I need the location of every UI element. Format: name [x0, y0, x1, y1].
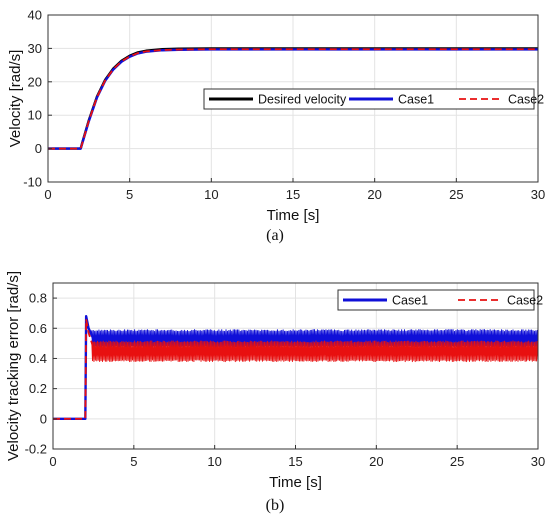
legend-box	[337, 289, 535, 311]
y-tick-label: 0.8	[29, 291, 47, 306]
y-tick-label: -0.2	[25, 442, 47, 457]
y-tick-label: 0	[40, 411, 47, 426]
legend-label: Case2	[507, 294, 543, 308]
legend-label: Desired velocity	[258, 93, 347, 107]
x-tick-label: 10	[204, 187, 218, 202]
series-line-case1	[53, 315, 538, 421]
x-tick-label: 20	[367, 187, 381, 202]
x-tick-label: 5	[126, 187, 133, 202]
x-tick-label: 10	[207, 454, 221, 469]
y-tick-label: -10	[23, 175, 42, 190]
y-tick-label: 0.2	[29, 381, 47, 396]
x-tick-label: 0	[49, 454, 56, 469]
y-tick-label: 10	[28, 108, 42, 123]
legend-label: Case1	[398, 93, 434, 107]
y-axis-title: Velocity tracking error [rad/s]	[5, 271, 22, 461]
x-tick-label: 25	[449, 187, 463, 202]
panel-label: (a)	[266, 227, 284, 244]
y-tick-label: 30	[28, 41, 42, 56]
x-tick-label: 30	[531, 454, 545, 469]
x-axis-title: Time [s]	[267, 207, 320, 224]
x-tick-label: 15	[288, 454, 302, 469]
y-tick-label: 0.4	[29, 351, 47, 366]
legend-label: Case2	[508, 93, 544, 107]
series-line-case2	[48, 48, 538, 150]
x-tick-label: 0	[44, 187, 51, 202]
legend-label: Case1	[392, 294, 428, 308]
panel-label: (b)	[266, 497, 285, 514]
x-tick-label: 20	[369, 454, 383, 469]
x-tick-label: 25	[450, 454, 464, 469]
x-tick-label: 5	[130, 454, 137, 469]
y-tick-label: 0.6	[29, 321, 47, 336]
series-group	[53, 315, 538, 421]
series-case2-oscillation	[91, 340, 538, 363]
series-line-case2	[53, 318, 538, 420]
y-tick-label: 20	[28, 74, 42, 89]
y-axis-title: Velocity [rad/s]	[7, 50, 24, 148]
x-tick-label: 15	[286, 187, 300, 202]
y-tick-label: 0	[35, 141, 42, 156]
series-group	[48, 47, 538, 150]
legend: Desired velocity Case1 Case2	[203, 88, 544, 110]
y-tick-label: 40	[28, 8, 42, 23]
x-tick-label: 30	[531, 187, 545, 202]
x-axis-title: Time [s]	[269, 474, 322, 491]
legend: Case1 Case2	[337, 289, 543, 311]
